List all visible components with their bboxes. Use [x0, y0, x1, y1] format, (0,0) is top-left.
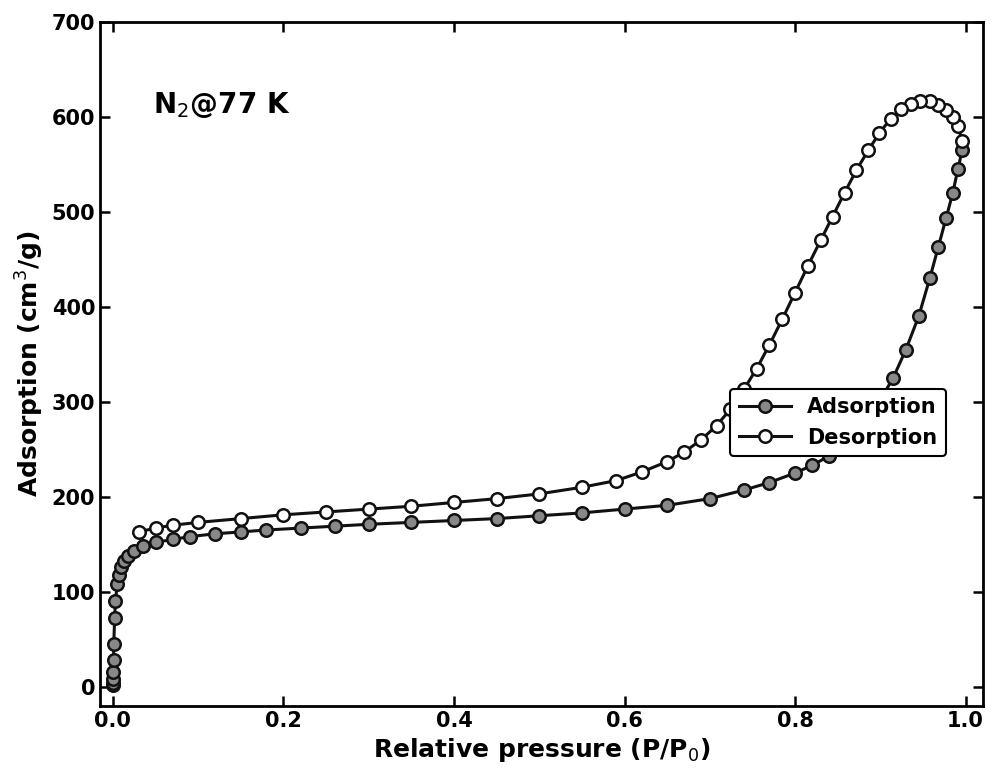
Adsorption	[113, 570, 125, 580]
Desorption	[839, 188, 851, 198]
Adsorption	[789, 468, 801, 478]
Adsorption	[107, 678, 119, 688]
Desorption	[914, 96, 926, 105]
Adsorption	[533, 511, 545, 520]
Desorption	[405, 502, 417, 511]
Desorption	[952, 121, 964, 131]
Desorption	[711, 421, 723, 430]
Adsorption	[107, 675, 119, 684]
X-axis label: Relative pressure (P/P$_0$): Relative pressure (P/P$_0$)	[373, 736, 710, 764]
Desorption	[636, 468, 648, 477]
Adsorption	[295, 524, 307, 533]
Desorption	[576, 482, 588, 492]
Desorption	[738, 385, 750, 394]
Adsorption	[109, 614, 121, 623]
Adsorption	[405, 517, 417, 527]
Desorption	[862, 145, 874, 155]
Adsorption	[491, 514, 503, 524]
Desorption	[895, 104, 907, 114]
Desorption	[724, 405, 736, 414]
Adsorption	[111, 580, 123, 589]
Desorption	[932, 100, 944, 109]
Adsorption	[128, 546, 140, 555]
Adsorption	[115, 562, 127, 572]
Adsorption	[924, 274, 936, 283]
Desorption	[320, 507, 332, 517]
Adsorption	[167, 534, 179, 544]
Desorption	[763, 340, 775, 349]
Adsorption	[448, 516, 460, 525]
Adsorption	[932, 242, 944, 251]
Adsorption	[184, 532, 196, 541]
Desorption	[924, 96, 936, 105]
Desorption	[850, 166, 862, 175]
Desorption	[956, 136, 968, 145]
Adsorption	[823, 451, 835, 461]
Adsorption	[260, 525, 272, 534]
Adsorption	[150, 538, 162, 547]
Adsorption	[913, 312, 925, 321]
Desorption	[661, 457, 673, 466]
Adsorption	[704, 494, 716, 503]
Adsorption	[900, 345, 912, 354]
Desorption	[277, 510, 289, 520]
Adsorption	[109, 597, 121, 606]
Adsorption	[576, 508, 588, 517]
Desorption	[815, 236, 827, 245]
Adsorption	[940, 214, 952, 223]
Adsorption	[235, 527, 247, 537]
Adsorption	[107, 680, 119, 689]
Desorption	[678, 447, 690, 457]
Desorption	[751, 364, 763, 373]
Desorption	[776, 314, 788, 324]
Adsorption	[862, 413, 874, 422]
Adsorption	[887, 373, 899, 383]
Desorption	[133, 527, 145, 537]
Desorption	[873, 128, 885, 138]
Line: Adsorption: Adsorption	[107, 144, 968, 691]
Desorption	[491, 494, 503, 503]
Adsorption	[849, 427, 861, 436]
Legend: Adsorption, Desorption: Adsorption, Desorption	[730, 389, 946, 456]
Adsorption	[952, 164, 964, 173]
Desorption	[448, 498, 460, 507]
Adsorption	[738, 485, 750, 495]
Adsorption	[137, 541, 149, 551]
Adsorption	[108, 655, 120, 664]
Line: Desorption: Desorption	[132, 94, 968, 538]
Y-axis label: Adsorption (cm$^3$/g): Adsorption (cm$^3$/g)	[14, 230, 46, 497]
Desorption	[827, 212, 839, 221]
Adsorption	[874, 395, 886, 405]
Adsorption	[363, 520, 375, 529]
Desorption	[885, 114, 897, 124]
Desorption	[167, 520, 179, 530]
Adsorption	[108, 640, 120, 649]
Adsorption	[763, 478, 775, 487]
Adsorption	[122, 551, 134, 560]
Desorption	[802, 261, 814, 271]
Desorption	[789, 288, 801, 297]
Desorption	[150, 524, 162, 533]
Desorption	[533, 489, 545, 499]
Adsorption	[836, 440, 848, 449]
Desorption	[940, 106, 952, 115]
Desorption	[695, 435, 707, 444]
Adsorption	[329, 521, 341, 531]
Desorption	[235, 514, 247, 524]
Adsorption	[118, 557, 130, 566]
Text: N$_2$@77 K: N$_2$@77 K	[153, 90, 291, 121]
Desorption	[363, 504, 375, 513]
Adsorption	[661, 500, 673, 510]
Adsorption	[619, 504, 631, 513]
Desorption	[192, 517, 204, 527]
Desorption	[905, 99, 917, 108]
Adsorption	[107, 668, 119, 677]
Adsorption	[956, 145, 968, 155]
Adsorption	[209, 529, 221, 538]
Desorption	[947, 112, 959, 121]
Adsorption	[806, 461, 818, 470]
Adsorption	[947, 188, 959, 198]
Desorption	[610, 476, 622, 485]
